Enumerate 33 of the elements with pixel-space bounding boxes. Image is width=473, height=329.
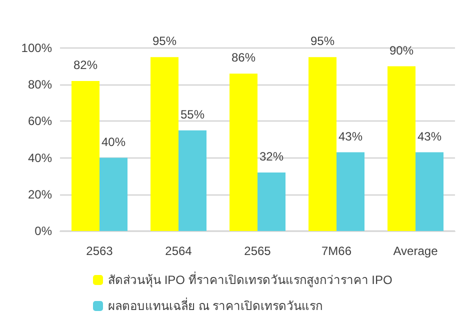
data-label: 95% <box>310 34 335 48</box>
y-tick-label: 20% <box>28 187 52 202</box>
bar <box>150 57 178 231</box>
x-tick-label: Average <box>393 244 438 258</box>
bar <box>416 152 444 231</box>
y-tick-label: 60% <box>28 114 52 128</box>
legend-label: ผลตอบแทนเฉลี่ย ณ ราคาเปิดเทรดวันแรก <box>108 297 323 313</box>
x-tick-label: 2563 <box>86 244 114 258</box>
bar <box>230 74 258 231</box>
bar <box>72 80 100 231</box>
bar <box>388 66 416 231</box>
y-tick-label: 40% <box>28 150 52 165</box>
data-label: 82% <box>73 58 98 72</box>
data-label: 43% <box>338 129 363 144</box>
data-label: 40% <box>101 134 126 149</box>
data-label: 32% <box>259 149 284 164</box>
x-tick-label: 2565 <box>244 244 272 258</box>
y-tick-label: 80% <box>28 78 52 92</box>
x-tick-label: 7M66 <box>321 244 352 258</box>
x-tick-label: 2564 <box>165 244 192 258</box>
bar <box>308 57 336 231</box>
data-label: 95% <box>152 34 177 48</box>
data-label: 90% <box>389 43 414 58</box>
data-label: 86% <box>231 50 256 65</box>
data-label: 43% <box>417 129 442 144</box>
y-tick-label: 0% <box>34 224 52 238</box>
y-tick-label: 100% <box>21 41 52 55</box>
bar <box>258 172 286 231</box>
bar <box>178 130 206 231</box>
bar <box>336 152 364 231</box>
data-label: 55% <box>180 107 205 122</box>
legend-label: สัดส่วนหุ้น IPO ที่ราคาเปิดเทรดวันแรกสูงกว่าราคา IPO <box>108 271 392 288</box>
bar <box>100 158 128 231</box>
